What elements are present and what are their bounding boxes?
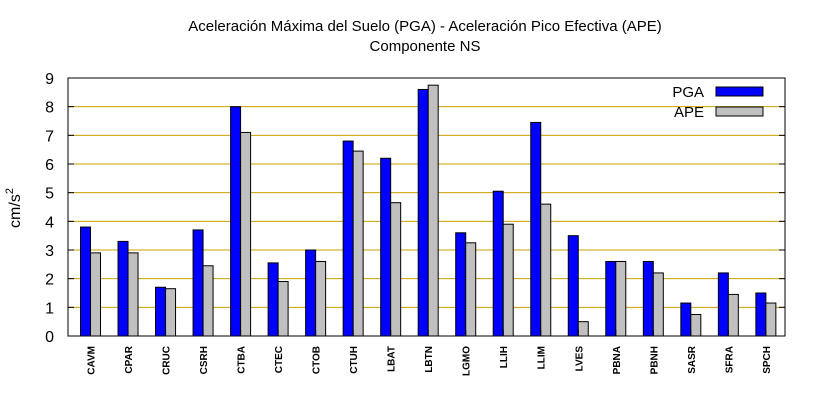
x-tick-label: CPAR	[124, 345, 135, 373]
x-tick-label: LLIM	[537, 346, 548, 369]
y-axis-ticks: 0 1 2 3 4 5 6 7 8 9	[45, 71, 785, 346]
bar-pga-pbna	[605, 260, 617, 337]
bar-ape-spch	[765, 302, 777, 337]
x-tick-label: SFRA	[724, 346, 735, 373]
plot-frame	[67, 77, 786, 337]
y-axis-label: cm/s2	[4, 188, 24, 228]
bar-pga-ctob	[305, 249, 317, 337]
y-tick-label: 0	[45, 329, 54, 346]
bar-pga-lves	[567, 235, 579, 337]
bar-ape-cpar	[127, 252, 139, 337]
y-tick-label: 9	[45, 71, 54, 88]
chart-title-line2: Componente NS	[370, 38, 481, 55]
bar-pga-llih	[492, 190, 504, 337]
bar-ape-lbat	[390, 202, 402, 337]
svg-text:cm/s2: cm/s2	[4, 188, 24, 228]
y-tick-label: 2	[45, 272, 54, 289]
bar-pga-spch	[755, 292, 767, 337]
x-tick-label: PBNA	[612, 346, 623, 374]
legend-label-pga: PGA	[672, 84, 704, 101]
bar-ape-ctec	[277, 281, 289, 337]
bar-pga-sfra	[717, 272, 729, 337]
bar-ape-ctob	[315, 260, 327, 337]
bar-pga-sasr	[680, 302, 692, 337]
bar-pga-ctuh	[342, 140, 354, 337]
bar-ape-cruc	[165, 288, 177, 337]
y-tick-label: 1	[45, 300, 54, 317]
x-tick-label: LVES	[574, 346, 585, 372]
bar-pga-ctba	[230, 106, 242, 337]
bar-ape-pbna	[615, 260, 627, 337]
legend-label-ape: APE	[674, 104, 704, 121]
bar-ape-csrh	[202, 265, 214, 337]
y-tick-label: 6	[45, 157, 54, 174]
bar-pga-csrh	[192, 229, 204, 337]
bar-pga-llim	[530, 121, 542, 337]
bar-ape-sfra	[727, 293, 739, 337]
bars	[80, 84, 777, 337]
x-tick-label: CRUC	[162, 346, 173, 375]
bar-ape-llim	[540, 203, 552, 337]
y-tick-label: 7	[45, 128, 54, 145]
x-tick-label: CTBA	[237, 346, 248, 374]
legend: PGA APE	[672, 84, 764, 121]
x-tick-label: LLIH	[499, 346, 510, 368]
x-tick-label: SASR	[687, 345, 698, 374]
y-tick-label: 8	[45, 100, 54, 117]
x-tick-label: CTOB	[312, 346, 323, 374]
bar-ape-pbnh	[652, 272, 664, 337]
bar-ape-lgmo	[465, 242, 477, 337]
bar-pga-lbtn	[417, 88, 429, 337]
x-axis-ticks: CAVM CPAR CRUC CSRH CTBA CTEC CTOB CTUH LBAT LBTN…	[87, 330, 773, 376]
bar-pga-lgmo	[455, 232, 467, 337]
x-tick-label: LGMO	[462, 346, 473, 376]
y-tick-label: 3	[45, 243, 54, 260]
y-tick-label: 4	[45, 214, 54, 231]
x-tick-label: PBNH	[649, 346, 660, 374]
legend-swatch-ape	[715, 106, 764, 117]
bar-ape-sasr	[690, 314, 702, 337]
x-tick-label: CAVM	[87, 346, 98, 375]
x-tick-label: CTUH	[349, 346, 360, 374]
legend-swatch-pga	[715, 86, 764, 97]
bar-pga-ctec	[267, 262, 279, 337]
chart-title-line1: Aceleración Máxima del Suelo (PGA) - Ace…	[188, 18, 662, 35]
bar-ape-lbtn	[427, 84, 439, 337]
x-tick-label: SPCH	[762, 346, 773, 374]
bar-pga-pbnh	[642, 260, 654, 337]
bar-pga-cruc	[155, 286, 167, 337]
bar-ape-llih	[502, 223, 514, 337]
bar-ape-lves	[577, 321, 589, 337]
y-tick-label: 5	[45, 186, 54, 203]
bar-ape-ctba	[240, 131, 252, 337]
bar-pga-lbat	[380, 157, 392, 337]
x-tick-label: LBTN	[424, 346, 435, 373]
bar-pga-cpar	[117, 240, 129, 337]
bar-ape-cavm	[90, 252, 102, 337]
y-axis-label-text: cm/s	[7, 194, 24, 228]
x-tick-label: CSRH	[199, 346, 210, 374]
y-axis-label-superscript: 2	[4, 188, 16, 194]
bar-pga-cavm	[80, 226, 92, 337]
bar-ape-ctuh	[352, 150, 364, 337]
x-tick-label: CTEC	[274, 346, 285, 373]
x-tick-label: LBAT	[387, 346, 398, 372]
